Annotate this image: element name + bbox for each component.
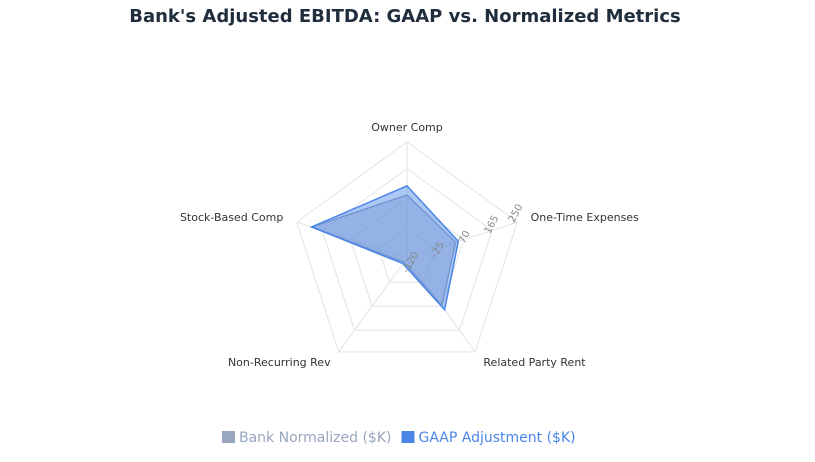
chart-title: Bank's Adjusted EBITDA: GAAP vs. Normali…: [129, 6, 680, 27]
legend-swatch: [222, 431, 235, 443]
category-label: Related Party Rent: [483, 356, 586, 369]
series-area: [309, 184, 460, 312]
legend-swatch: [401, 431, 415, 443]
category-label: Stock-Based Comp: [180, 211, 283, 224]
grid-ring: [378, 227, 436, 283]
series-area: [309, 194, 457, 308]
legend-item[interactable]: Bank Normalized ($K): [222, 430, 391, 446]
grid-ring: [349, 197, 465, 307]
axis-spoke: [406, 221, 518, 259]
axis-spoke: [338, 257, 408, 353]
radial-tick-label: 250: [507, 203, 526, 225]
category-label: One-Time Expenses: [531, 211, 639, 224]
radial-tick-label: 70: [457, 229, 473, 245]
grid-ring: [321, 168, 493, 331]
category-label: Owner Comp: [371, 121, 443, 134]
legend: Bank Normalized ($K) GAAP Adjustment ($K): [222, 430, 576, 446]
legend-item[interactable]: GAAP Adjustment ($K): [401, 430, 576, 446]
category-label: Non-Recurring Rev: [228, 356, 331, 369]
radial-tick-label: 165: [483, 214, 502, 236]
legend-label: GAAP Adjustment ($K): [418, 430, 575, 446]
legend-label: Bank Normalized ($K): [239, 430, 391, 446]
grid-ring: [296, 141, 518, 353]
